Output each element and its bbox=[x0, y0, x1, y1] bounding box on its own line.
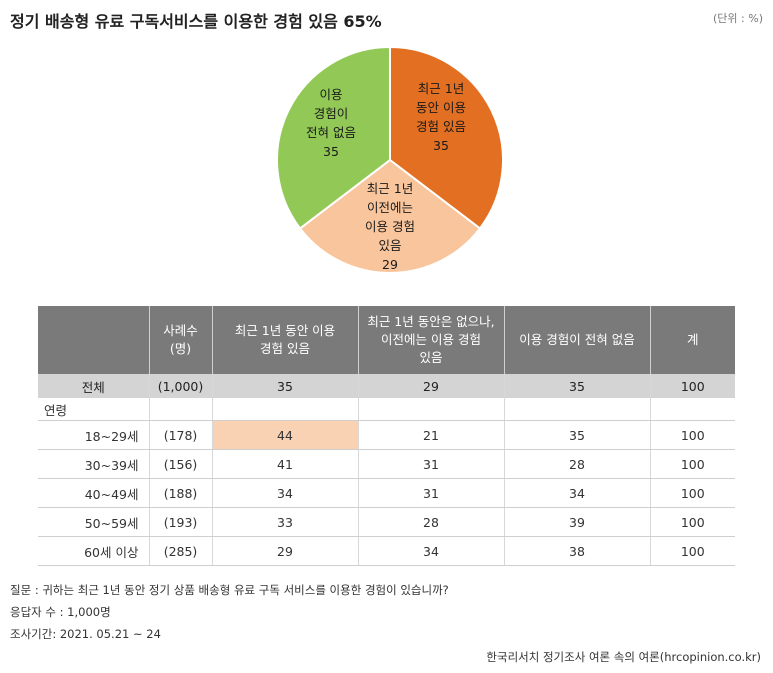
row-count: (178) bbox=[149, 420, 213, 450]
row-value: 100 bbox=[650, 420, 735, 450]
pie-slice bbox=[298, 158, 482, 274]
pie-text-label: 경험 있음 bbox=[416, 119, 466, 134]
pie-text-label: 있음 bbox=[378, 238, 401, 253]
unit-label: (단위 : %) bbox=[713, 12, 763, 25]
pie-text-label: 최근 1년 bbox=[367, 181, 413, 196]
row-count: (188) bbox=[149, 478, 213, 508]
results-table: 사례수 (명) 최근 1년 동안 이용 경험 있음 최근 1년 동안은 없으나, 이전… bbox=[38, 306, 735, 566]
pie-slice bbox=[276, 45, 391, 230]
row-label: 18~29세 bbox=[38, 420, 150, 450]
row-value: 100 bbox=[650, 449, 735, 479]
pie-value-label: 35 bbox=[433, 138, 449, 153]
table-row: 18~29세 (178) 44 21 35 100 bbox=[38, 420, 735, 450]
total-value: 35 bbox=[212, 374, 359, 398]
row-value: 33 bbox=[212, 507, 359, 537]
group-label: 연령 bbox=[38, 398, 150, 421]
pie-text-label: 전혀 없음 bbox=[306, 125, 356, 140]
total-count: (1,000) bbox=[149, 374, 213, 398]
row-value: 28 bbox=[358, 507, 505, 537]
row-value: 34 bbox=[504, 478, 651, 508]
row-value: 100 bbox=[650, 507, 735, 537]
total-row: 전체 (1,000) 35 29 35 100 bbox=[38, 374, 735, 398]
header-cell: 이용 경험이 전혀 없음 bbox=[504, 306, 651, 374]
pie-text-label: 최근 1년 bbox=[418, 81, 464, 96]
row-value: 41 bbox=[212, 449, 359, 479]
row-value: 29 bbox=[212, 536, 359, 566]
table-row: 60세 이상 (285) 29 34 38 100 bbox=[38, 536, 735, 566]
row-count: (193) bbox=[149, 507, 213, 537]
row-value: 21 bbox=[358, 420, 505, 450]
header-cell: 최근 1년 동안 이용 경험 있음 bbox=[212, 306, 359, 374]
pie-text-label: 경험이 bbox=[314, 106, 349, 121]
period-note: 조사기간: 2021. 05.21 ~ 24 bbox=[10, 627, 161, 641]
table-row: 30~39세 (156) 41 31 28 100 bbox=[38, 449, 735, 479]
pie-text-label: 이용 경험 bbox=[365, 219, 415, 234]
pie-text-label: 이전에는 bbox=[367, 200, 413, 215]
pie-value-label: 35 bbox=[323, 144, 339, 159]
row-label: 50~59세 bbox=[38, 507, 150, 537]
row-count: (156) bbox=[149, 449, 213, 479]
header-cell: 사례수 (명) bbox=[149, 306, 213, 374]
chart-title: 정기 배송형 유료 구독서비스를 이용한 경험 있음 65% bbox=[10, 12, 382, 31]
total-label: 전체 bbox=[38, 374, 150, 398]
row-count: (285) bbox=[149, 536, 213, 566]
total-value: 35 bbox=[504, 374, 651, 398]
row-value: 31 bbox=[358, 449, 505, 479]
source-note: 한국리서치 정기조사 여론 속의 여론(hrcopinion.co.kr) bbox=[486, 650, 761, 664]
row-value: 35 bbox=[504, 420, 651, 450]
pie-text-label: 이용 bbox=[319, 87, 342, 102]
row-value: 100 bbox=[650, 536, 735, 566]
header-cell: 계 bbox=[650, 306, 735, 374]
pie-value-label: 29 bbox=[382, 257, 398, 272]
question-note: 질문 : 귀하는 최근 1년 동안 정기 상품 배송형 유료 구독 서비스를 이… bbox=[10, 583, 449, 597]
row-value: 44 bbox=[212, 420, 359, 450]
row-value: 34 bbox=[212, 478, 359, 508]
row-value: 28 bbox=[504, 449, 651, 479]
table-header-row: 사례수 (명) 최근 1년 동안 이용 경험 있음 최근 1년 동안은 없으나, 이전… bbox=[38, 306, 735, 374]
total-value: 29 bbox=[358, 374, 505, 398]
row-label: 40~49세 bbox=[38, 478, 150, 508]
row-label: 30~39세 bbox=[38, 449, 150, 479]
pie-slice bbox=[389, 45, 504, 230]
table-row: 40~49세 (188) 34 31 34 100 bbox=[38, 478, 735, 508]
total-value: 100 bbox=[650, 374, 735, 398]
row-label: 60세 이상 bbox=[38, 536, 150, 566]
row-value: 100 bbox=[650, 478, 735, 508]
header-cell: 최근 1년 동안은 없으나, 이전에는 이용 경험 있음 bbox=[358, 306, 505, 374]
row-value: 39 bbox=[504, 507, 651, 537]
row-value: 38 bbox=[504, 536, 651, 566]
row-value: 31 bbox=[358, 478, 505, 508]
header-cell bbox=[38, 306, 150, 374]
respondents-note: 응답자 수 : 1,000명 bbox=[10, 605, 111, 619]
row-value: 34 bbox=[358, 536, 505, 566]
group-row: 연령 bbox=[38, 398, 735, 421]
pie-text-label: 동안 이용 bbox=[416, 100, 466, 115]
table-row: 50~59세 (193) 33 28 39 100 bbox=[38, 507, 735, 537]
